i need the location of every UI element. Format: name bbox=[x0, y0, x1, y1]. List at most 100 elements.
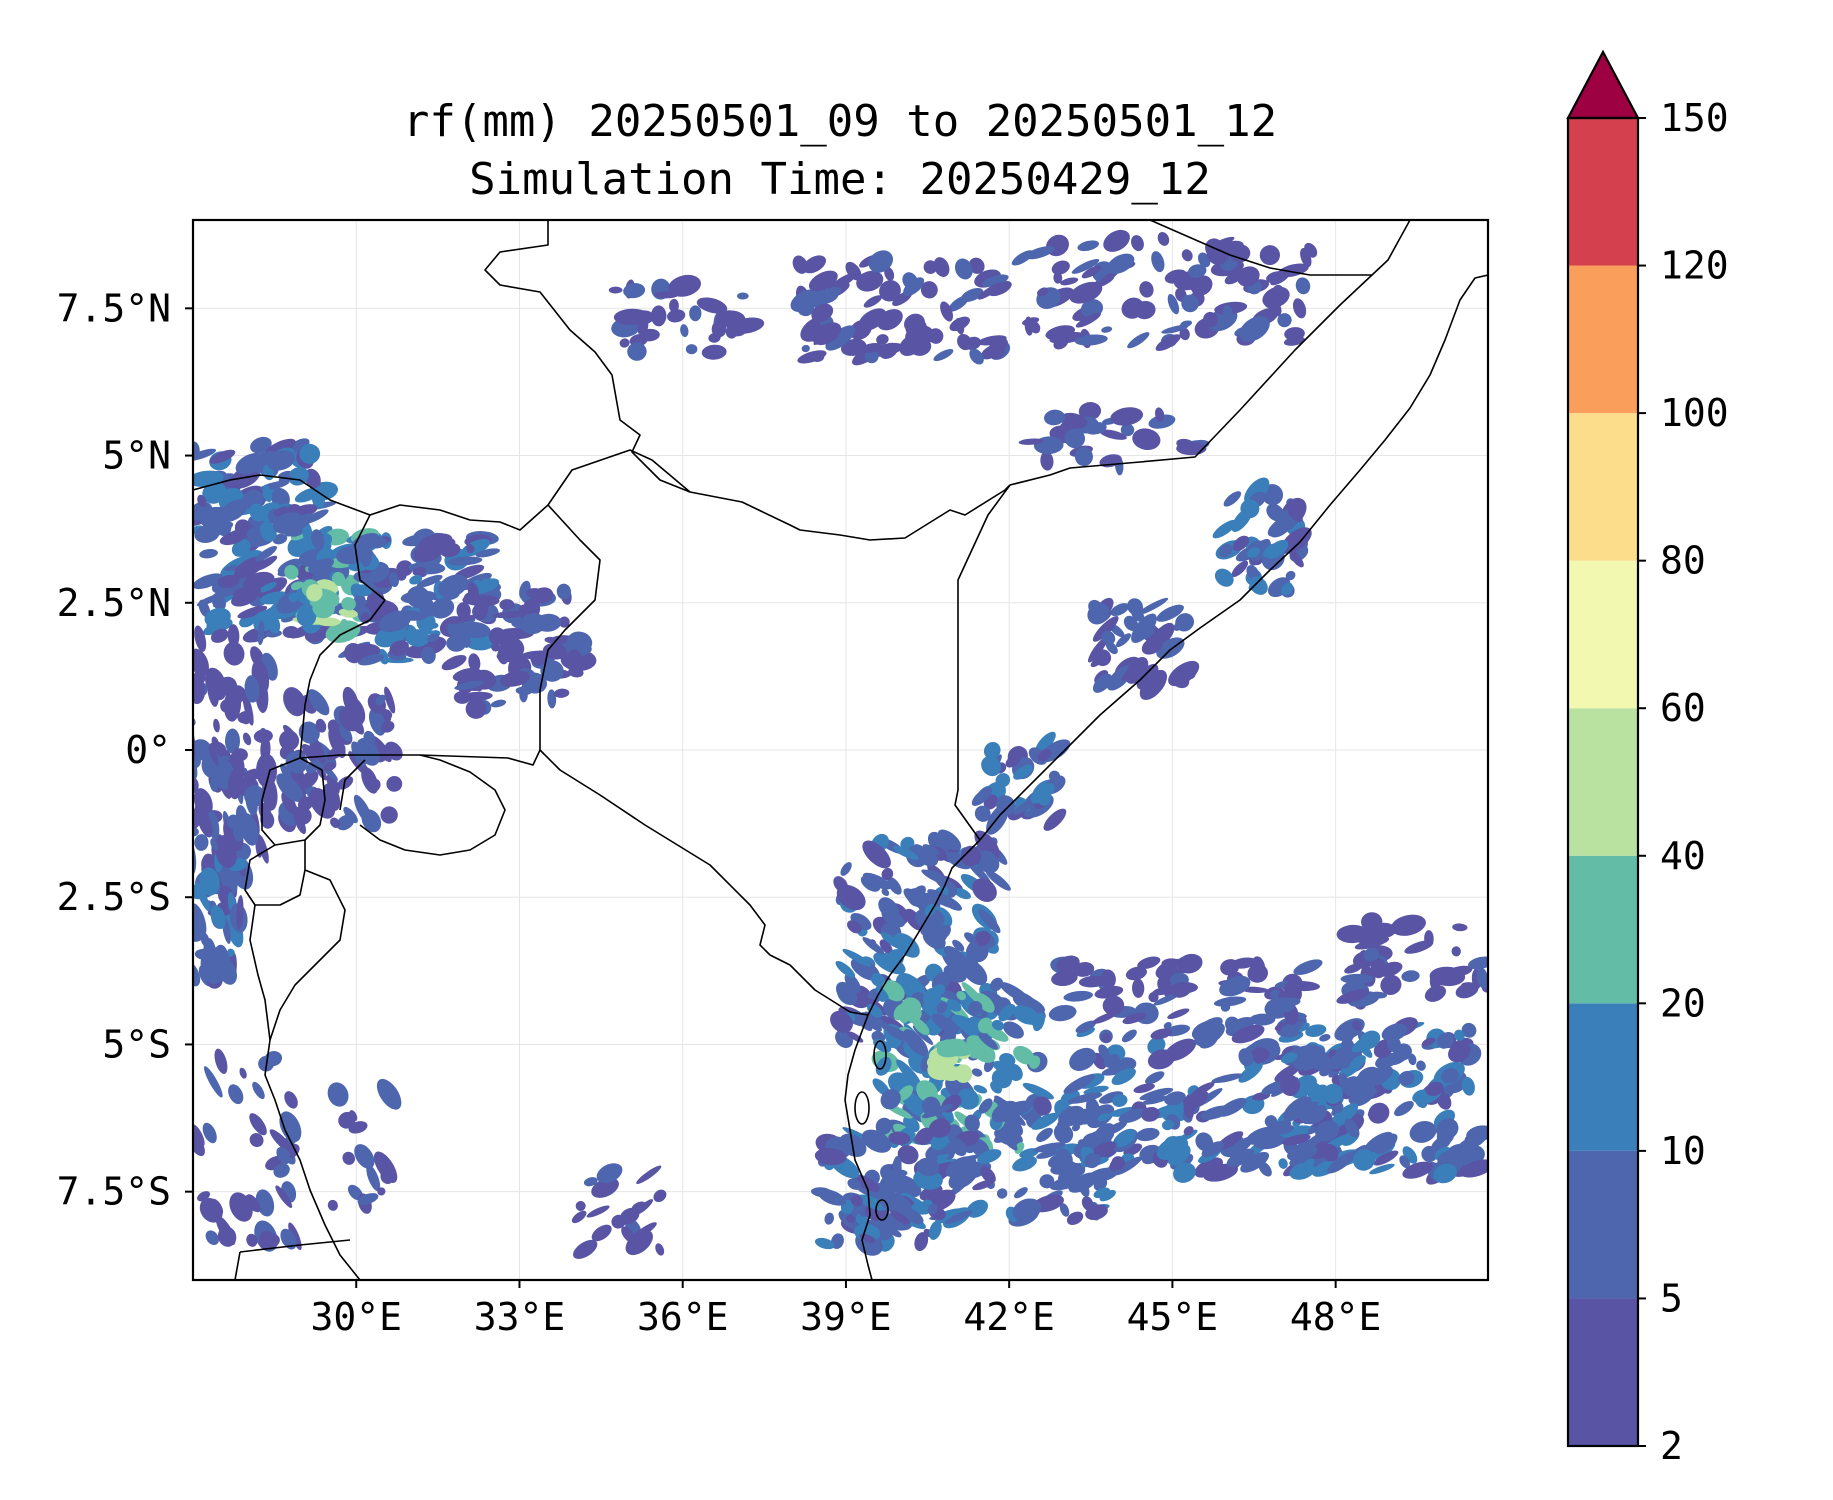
rain-cell bbox=[870, 973, 886, 987]
rain-cell bbox=[1141, 1106, 1160, 1122]
rain-cell bbox=[249, 1113, 267, 1136]
rain-cell bbox=[547, 689, 557, 709]
rain-cell bbox=[213, 718, 220, 733]
rain-cell bbox=[242, 732, 252, 746]
x-tick-label: 30°E bbox=[310, 1295, 402, 1339]
rain-cell bbox=[1213, 996, 1247, 1007]
rain-cell bbox=[1035, 731, 1056, 754]
rain-cell bbox=[341, 597, 356, 611]
rain-cell bbox=[608, 286, 623, 294]
rain-cell bbox=[797, 350, 827, 364]
rain-cell bbox=[558, 616, 570, 628]
rain-cell bbox=[1058, 1105, 1085, 1127]
rain-cell bbox=[1381, 1023, 1408, 1042]
rain-cell bbox=[284, 1091, 298, 1109]
rain-cell bbox=[981, 756, 1002, 777]
rain-cell bbox=[1338, 1055, 1366, 1079]
rain-cell bbox=[302, 522, 313, 544]
rain-cell bbox=[957, 1088, 979, 1110]
rain-cell bbox=[284, 564, 299, 580]
rain-cell bbox=[879, 939, 893, 955]
rain-cell bbox=[351, 584, 373, 597]
rain-cell bbox=[1098, 1044, 1110, 1060]
rain-cell bbox=[1024, 316, 1034, 336]
rain-cell bbox=[235, 452, 266, 475]
rain-cell bbox=[1368, 1102, 1390, 1124]
rain-cell bbox=[1451, 946, 1461, 957]
rain-cell bbox=[655, 1243, 665, 1256]
rain-cell bbox=[1336, 924, 1369, 944]
rain-cell bbox=[1232, 535, 1250, 552]
rain-cell bbox=[974, 830, 1000, 860]
rain-cell bbox=[252, 1081, 265, 1100]
rain-cell bbox=[924, 903, 936, 917]
rain-cell bbox=[933, 257, 950, 277]
rain-cell bbox=[380, 720, 395, 733]
rain-cell bbox=[977, 1017, 993, 1034]
rain-cell bbox=[927, 1203, 938, 1215]
colorbar-bin bbox=[1568, 1150, 1638, 1299]
rain-cell bbox=[259, 521, 277, 542]
chart-title-line2: Simulation Time: 20250429_12 bbox=[469, 154, 1211, 205]
colorbar-tick-label: 120 bbox=[1660, 244, 1729, 288]
rain-cell bbox=[1338, 1073, 1349, 1093]
rain-cell bbox=[1044, 409, 1065, 426]
rain-cell bbox=[1344, 1080, 1365, 1097]
rain-cell bbox=[262, 485, 273, 503]
rain-cell bbox=[1053, 336, 1069, 350]
rain-cell bbox=[881, 888, 890, 897]
rain-cell bbox=[556, 583, 572, 600]
rain-cell bbox=[1131, 608, 1145, 622]
rain-cell bbox=[211, 593, 226, 611]
rain-cell bbox=[890, 1210, 911, 1225]
rain-cell bbox=[353, 594, 366, 607]
rain-cell bbox=[1092, 616, 1119, 642]
rain-cell bbox=[929, 1220, 942, 1240]
rain-cell bbox=[960, 845, 982, 867]
rain-cell bbox=[1402, 1146, 1418, 1164]
rain-cell bbox=[978, 909, 1001, 934]
rain-cell bbox=[1036, 1127, 1053, 1143]
coastline-somalia bbox=[979, 274, 1488, 841]
rain-cell bbox=[1352, 1020, 1362, 1031]
rain-cell bbox=[1269, 515, 1294, 538]
coastline-tanganyika bbox=[249, 904, 271, 1041]
rain-cell bbox=[928, 328, 944, 344]
rain-cell bbox=[1284, 980, 1320, 992]
islands bbox=[854, 1040, 889, 1221]
rain-cell bbox=[336, 814, 355, 831]
x-tick-label: 45°E bbox=[1127, 1295, 1219, 1339]
colorbar: 2 5 10 20 40 60 80 100 120 150 bbox=[1566, 49, 1729, 1468]
rain-cell bbox=[978, 1098, 993, 1114]
rain-cell bbox=[943, 964, 967, 983]
rain-cell bbox=[573, 1239, 598, 1259]
rain-cell bbox=[1259, 245, 1280, 266]
rain-cell bbox=[931, 1013, 959, 1035]
rain-cell bbox=[1452, 923, 1468, 932]
rain-cell bbox=[880, 1089, 901, 1110]
rain-cell bbox=[860, 343, 883, 353]
coastline-kenya bbox=[867, 839, 981, 1016]
rain-cell bbox=[499, 599, 515, 611]
rain-cell bbox=[996, 795, 1016, 816]
rain-cell bbox=[884, 267, 895, 281]
border-burundi bbox=[244, 840, 306, 906]
rain-cell bbox=[1101, 326, 1113, 333]
rain-cell bbox=[1176, 441, 1207, 456]
colorbar-tick-label: 80 bbox=[1660, 539, 1706, 583]
rain-cell bbox=[928, 1118, 952, 1138]
rain-cell bbox=[311, 529, 325, 550]
rain-cell bbox=[927, 889, 956, 909]
rain-cell bbox=[206, 671, 219, 707]
y-tick-label: 5°S bbox=[102, 1022, 171, 1066]
rain-cell bbox=[814, 1237, 835, 1250]
rain-cell bbox=[1131, 235, 1144, 252]
rain-cell bbox=[360, 545, 373, 567]
border-eth-som bbox=[1009, 274, 1373, 486]
rain-cell bbox=[1137, 956, 1161, 970]
rain-cell bbox=[354, 1144, 375, 1169]
rain-cell bbox=[912, 1018, 930, 1035]
rain-cell bbox=[1460, 1159, 1488, 1178]
rain-cell bbox=[1277, 313, 1292, 328]
rain-cell bbox=[1433, 1163, 1457, 1184]
